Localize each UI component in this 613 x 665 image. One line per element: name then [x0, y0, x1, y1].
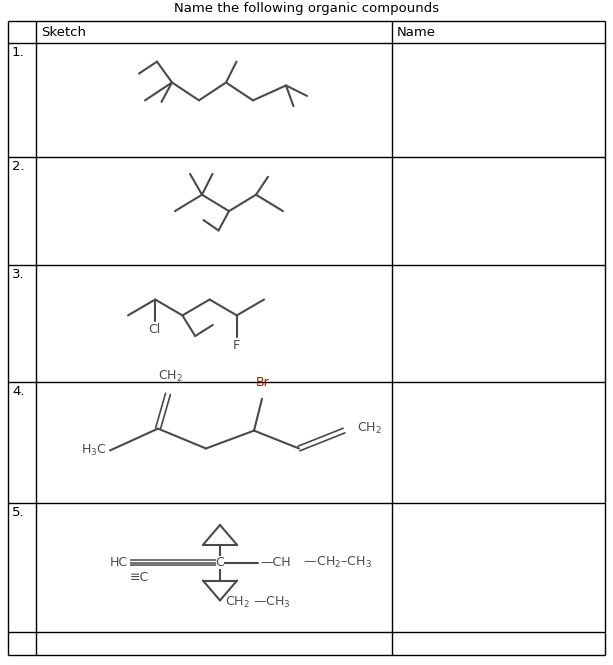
- Text: Name: Name: [397, 26, 436, 39]
- Text: F: F: [233, 339, 240, 352]
- Text: 4.: 4.: [12, 385, 25, 398]
- Text: —CH$_2$–CH$_3$: —CH$_2$–CH$_3$: [300, 555, 372, 571]
- Text: CH$_2$: CH$_2$: [158, 369, 183, 384]
- Text: Br: Br: [256, 376, 270, 389]
- Text: Name the following organic compounds: Name the following organic compounds: [174, 3, 439, 15]
- Text: H$_3$C: H$_3$C: [82, 443, 107, 458]
- Text: C: C: [216, 556, 224, 569]
- Text: 1.: 1.: [12, 47, 25, 59]
- Text: 3.: 3.: [12, 268, 25, 281]
- Text: ≡C: ≡C: [129, 571, 149, 584]
- Text: Cl: Cl: [148, 323, 161, 336]
- Text: 5.: 5.: [12, 506, 25, 519]
- Text: HC: HC: [110, 556, 128, 569]
- Text: —CH: —CH: [260, 556, 291, 569]
- Text: 2.: 2.: [12, 160, 25, 174]
- Text: CH$_2$ —CH$_3$: CH$_2$ —CH$_3$: [225, 595, 291, 610]
- Text: CH$_2$: CH$_2$: [357, 421, 382, 436]
- Text: Sketch: Sketch: [41, 26, 86, 39]
